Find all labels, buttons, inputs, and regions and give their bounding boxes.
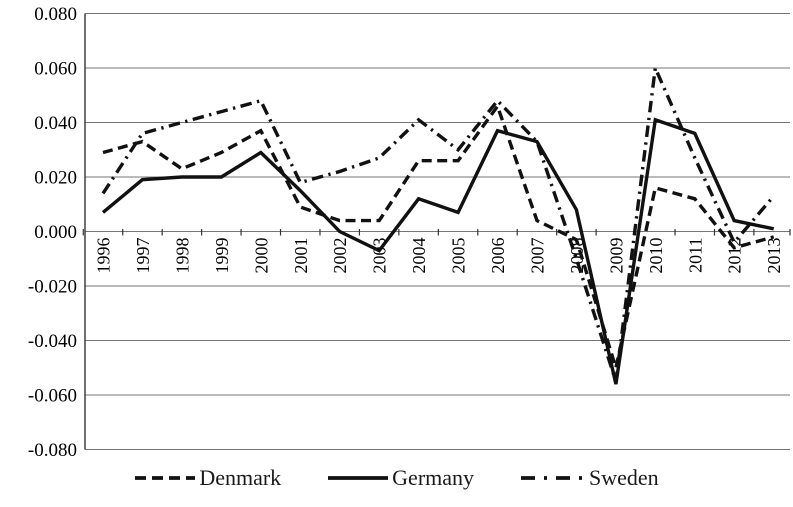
series-line-sweden [101, 61, 775, 382]
y-tick-label: -0.040 [28, 331, 77, 352]
x-tick-label: 2007 [527, 238, 547, 274]
y-tick-label: 0.040 [34, 113, 77, 134]
legend: Denmark Germany Sweden [0, 467, 793, 489]
series-line-germany [101, 117, 775, 385]
x-tick-label: 2001 [291, 238, 311, 274]
x-tick-label: 2005 [449, 238, 469, 274]
denmark-line-sample-icon [135, 476, 196, 480]
x-tick-label: 1997 [133, 238, 153, 274]
x-tick-label: 2003 [370, 238, 390, 274]
legend-item-sweden: Sweden [520, 467, 659, 489]
x-tick-label: 2004 [409, 238, 429, 274]
y-tick-label: 0.080 [34, 4, 77, 25]
x-tick-label: 2010 [646, 238, 666, 274]
sweden-line-sample-icon [521, 476, 586, 480]
x-tick-label: 1999 [212, 238, 232, 274]
x-tick-label: 2012 [725, 238, 745, 274]
y-tick-label: 0.000 [34, 222, 77, 243]
x-tick-label: 2000 [251, 238, 271, 274]
germany-line-sample-icon [328, 476, 389, 480]
series-line-denmark [102, 102, 775, 375]
x-tick-label: 2009 [606, 238, 626, 274]
y-tick-label: -0.080 [28, 440, 77, 461]
legend-label-denmark: Denmark [199, 465, 282, 490]
legend-item-germany: Germany [327, 467, 474, 489]
x-tick-label: 2002 [330, 238, 350, 274]
y-tick-label: -0.020 [28, 277, 77, 298]
x-tick-label: 2006 [488, 238, 508, 274]
x-tick-label: 2013 [764, 238, 784, 274]
y-tick-label: 0.020 [34, 168, 77, 189]
legend-label-sweden: Sweden [589, 465, 659, 490]
y-tick-label: 0.060 [34, 59, 77, 80]
x-tick-label: 1996 [94, 238, 114, 274]
plot-area: 0.080 0.060 0.040 0.020 0.000 -0.020 -0.040 -0.… [28, 4, 791, 461]
y-tick-label: -0.060 [28, 386, 77, 407]
legend-item-denmark: Denmark [134, 467, 281, 489]
x-tick-label: 2011 [685, 238, 705, 273]
x-tick-label: 1998 [172, 238, 192, 274]
legend-label-germany: Germany [392, 465, 475, 490]
